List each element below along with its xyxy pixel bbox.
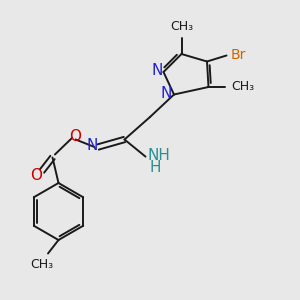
Text: N: N (161, 86, 172, 101)
Text: CH₃: CH₃ (231, 80, 254, 94)
Text: N: N (86, 138, 98, 153)
Text: O: O (31, 168, 43, 183)
Text: NH: NH (148, 148, 170, 163)
Text: O: O (69, 129, 81, 144)
Text: N: N (151, 63, 163, 78)
Text: CH₃: CH₃ (170, 20, 193, 33)
Text: CH₃: CH₃ (30, 258, 54, 271)
Text: H: H (150, 160, 161, 175)
Text: Br: Br (231, 48, 246, 62)
